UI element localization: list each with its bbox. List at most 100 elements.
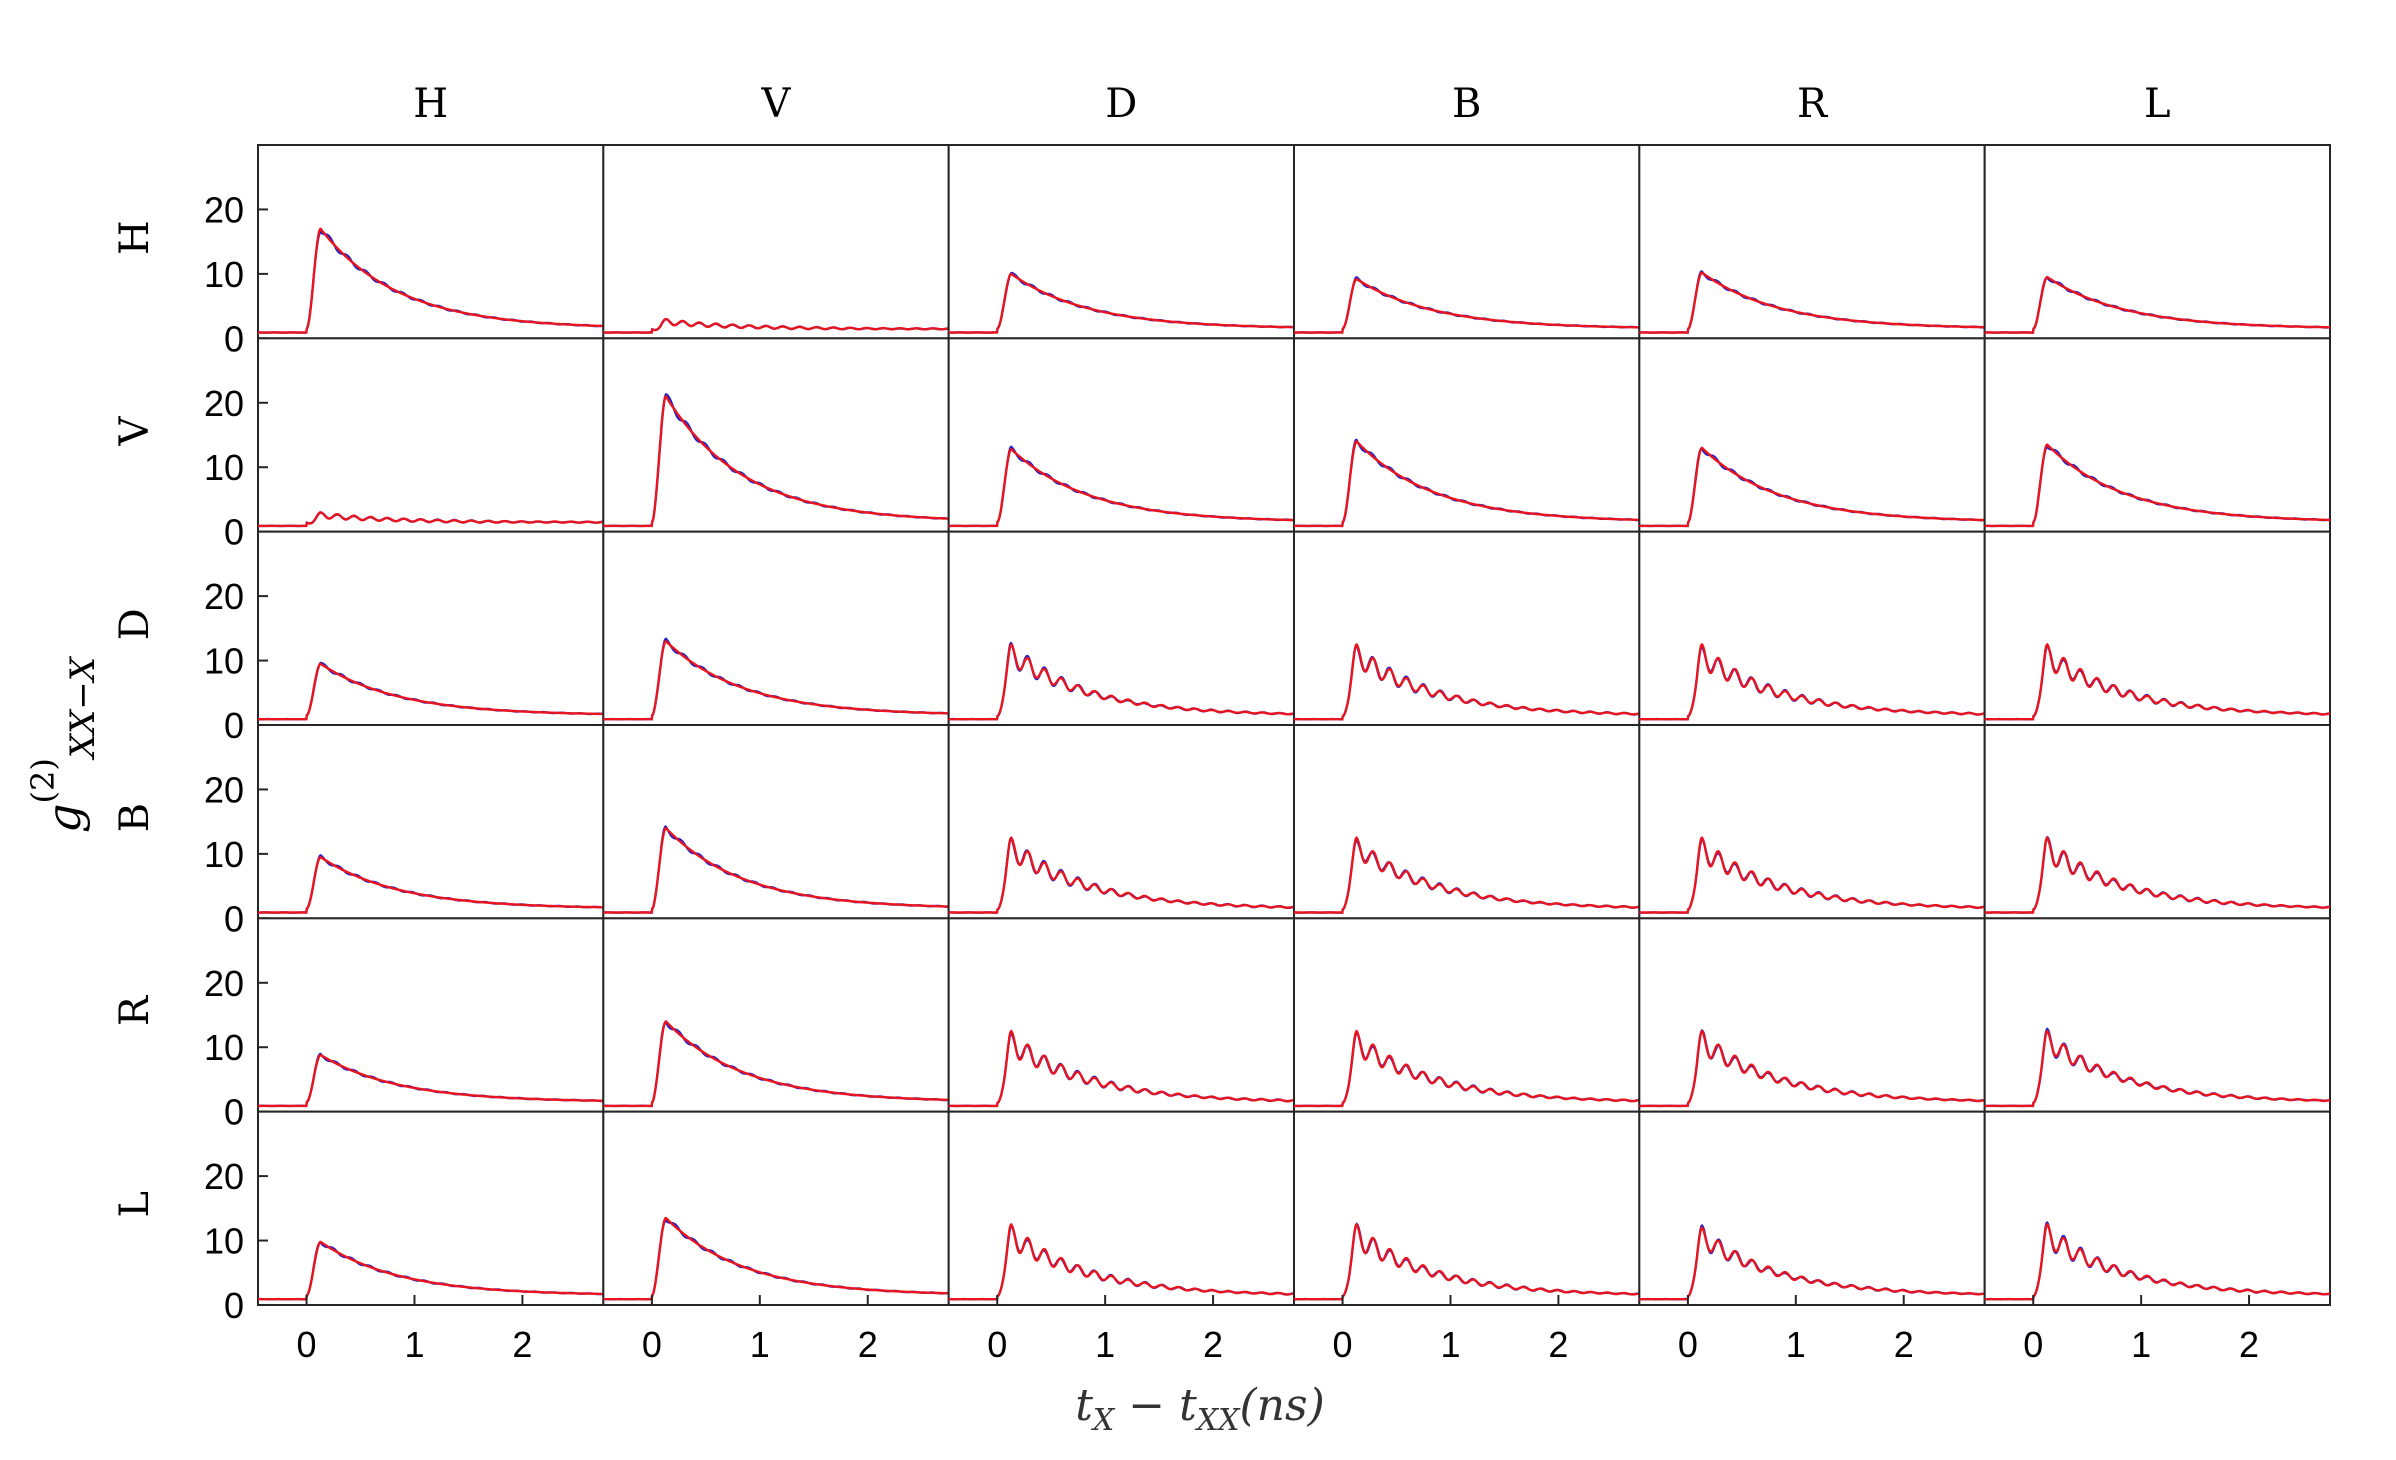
y-tick-label: 0 xyxy=(224,1285,244,1326)
panel-v-l xyxy=(1983,337,2331,533)
x-tick-label: 1 xyxy=(1786,1324,1806,1365)
panel-frame xyxy=(1983,530,2331,727)
measured-line xyxy=(948,447,1294,528)
panel-frame xyxy=(1638,724,1986,920)
row-label-l: L xyxy=(112,1191,158,1218)
x-tick-label: 1 xyxy=(750,1324,770,1365)
panel-r-r xyxy=(1638,917,1986,1113)
x-tick-label: 0 xyxy=(1678,1324,1698,1365)
measured-line xyxy=(1639,446,1985,528)
panel-d-v xyxy=(602,530,950,727)
y-tick-label: 0 xyxy=(224,705,244,746)
measured-line xyxy=(258,511,604,528)
panel-frame xyxy=(947,917,1296,1113)
y-tick-label: 0 xyxy=(224,898,244,939)
panel-frame xyxy=(257,1110,605,1306)
svg-text:g(2)XX−X: g(2)XX−X xyxy=(24,655,103,833)
measured-line xyxy=(258,1240,604,1301)
measured-line xyxy=(1984,1029,2331,1108)
measured-line xyxy=(948,642,1295,721)
panel-frame xyxy=(1293,144,1641,340)
measured-line xyxy=(1639,271,1985,334)
measured-line xyxy=(258,855,604,914)
panel-r-l xyxy=(1983,917,2331,1113)
measured-line xyxy=(258,1053,604,1108)
panel-frame xyxy=(1983,1110,2331,1306)
panel-d-b xyxy=(1293,530,1641,727)
panel-b-l xyxy=(1983,724,2331,920)
panel-frame xyxy=(257,530,605,727)
row-label-r: R xyxy=(112,994,158,1026)
panel-frame xyxy=(602,917,950,1113)
panel-frame xyxy=(1638,1110,1986,1306)
panel-frame xyxy=(257,337,605,533)
panel-h-v xyxy=(602,144,950,340)
panel-frame xyxy=(947,337,1296,533)
measured-line xyxy=(1639,642,1985,721)
measured-line xyxy=(1294,642,1640,721)
measured-line xyxy=(258,662,604,721)
y-tick-label: 20 xyxy=(204,383,244,424)
x-tick-label: 0 xyxy=(2023,1324,2043,1365)
panel-frame xyxy=(1983,337,2331,533)
panel-b-d xyxy=(947,724,1296,920)
panel-frame xyxy=(1638,144,1986,340)
panel-frame xyxy=(257,917,605,1113)
measured-line xyxy=(948,1029,1295,1108)
panel-frame xyxy=(1638,917,1986,1113)
y-tick-label: 20 xyxy=(204,963,244,1004)
row-label-h: H xyxy=(112,220,158,255)
panel-frame xyxy=(1293,917,1641,1113)
x-tick-label: 0 xyxy=(642,1324,662,1365)
x-tick-label: 2 xyxy=(1548,1324,1568,1365)
panel-b-b xyxy=(1293,724,1641,920)
measured-line xyxy=(1984,836,2330,914)
panel-frame xyxy=(257,724,605,920)
panel-v-r xyxy=(1638,337,1986,533)
panel-frame xyxy=(1293,724,1641,920)
measured-line xyxy=(1984,1222,2330,1301)
panel-frame xyxy=(1983,144,2331,340)
x-tick-label: 2 xyxy=(2239,1324,2259,1365)
measured-line xyxy=(1639,1226,1985,1301)
measured-line xyxy=(603,640,949,721)
panel-r-h xyxy=(257,917,605,1113)
panel-frame xyxy=(602,144,950,340)
panels-layer xyxy=(257,144,2331,1306)
measured-line xyxy=(1984,275,2330,334)
panel-h-d xyxy=(947,144,1296,340)
column-label-r: R xyxy=(1797,81,1829,127)
y-tick-label: 10 xyxy=(204,1027,244,1068)
panel-b-v xyxy=(602,724,950,920)
y-tick-label: 20 xyxy=(204,1156,244,1197)
panel-r-b xyxy=(1293,917,1641,1113)
measured-line xyxy=(1984,642,2330,721)
x-tick-label: 0 xyxy=(297,1324,317,1365)
panel-frame xyxy=(947,144,1296,340)
measured-line xyxy=(603,317,949,334)
row-label-d: D xyxy=(112,608,158,640)
measured-line xyxy=(1984,443,2330,528)
panel-l-l xyxy=(1983,1110,2331,1306)
x-tick-label: 1 xyxy=(2131,1324,2151,1365)
x-tick-label: 2 xyxy=(1203,1324,1223,1365)
panel-frame xyxy=(947,724,1296,920)
y-tick-label: 0 xyxy=(224,512,244,553)
y-tick-label: 20 xyxy=(204,189,244,230)
y-tick-label: 10 xyxy=(204,641,244,682)
panel-frame xyxy=(1983,724,2331,920)
panel-h-h xyxy=(257,144,605,340)
x-tick-label: 1 xyxy=(404,1324,424,1365)
panel-frame xyxy=(1293,1110,1641,1306)
panel-frame xyxy=(947,1110,1296,1306)
x-tick-label: 0 xyxy=(987,1324,1007,1365)
y-tick-label: 10 xyxy=(204,1221,244,1262)
measured-line xyxy=(603,826,949,914)
panel-h-r xyxy=(1638,144,1986,340)
panel-h-l xyxy=(1983,144,2331,340)
row-label-v: V xyxy=(112,415,158,446)
panel-frame xyxy=(1638,530,1986,727)
panel-v-b xyxy=(1293,337,1641,533)
y-tick-label: 10 xyxy=(204,834,244,875)
